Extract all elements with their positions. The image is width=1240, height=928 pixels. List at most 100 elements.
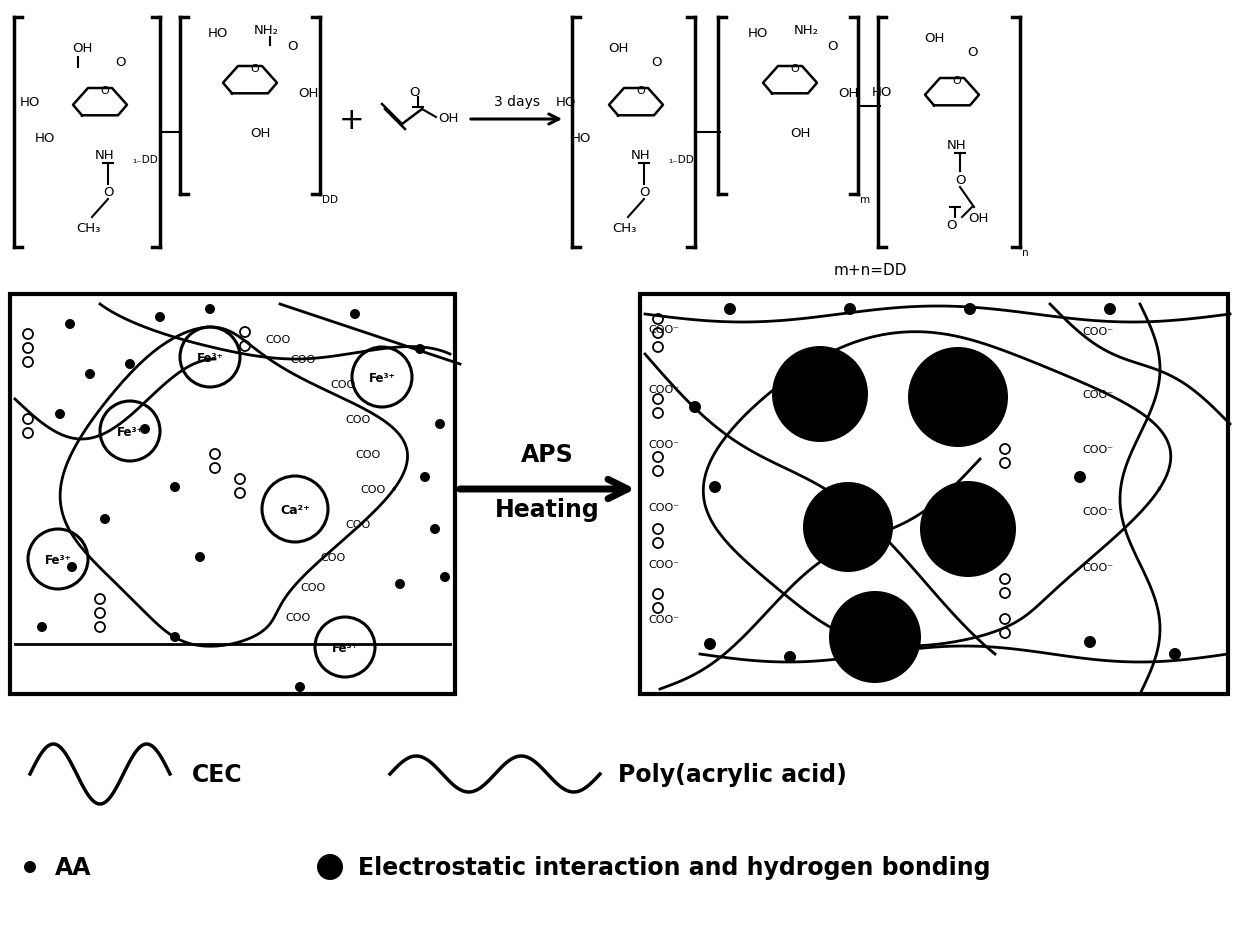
Text: O: O [100,86,109,96]
Text: O: O [250,64,259,74]
Circle shape [317,854,343,880]
Text: O: O [286,40,298,53]
Text: O: O [636,86,645,96]
Text: Fe³⁺: Fe³⁺ [45,553,72,566]
Text: OH: OH [608,42,629,55]
Circle shape [55,409,64,419]
Text: COO⁻: COO⁻ [1083,507,1114,517]
Circle shape [1104,303,1116,316]
Text: NH₂: NH₂ [794,23,818,36]
Circle shape [295,682,305,692]
Text: COO⁻: COO⁻ [1083,445,1114,455]
Circle shape [1074,471,1086,483]
Circle shape [86,369,95,380]
Circle shape [205,304,215,315]
Text: COO⁻: COO⁻ [649,325,680,335]
Text: CH₃: CH₃ [76,221,100,234]
Text: COO: COO [285,612,310,623]
Circle shape [704,638,715,651]
Text: COO⁻: COO⁻ [1083,562,1114,573]
Text: COO⁻: COO⁻ [1083,390,1114,400]
Text: AA: AA [55,855,92,879]
Text: NH: NH [95,148,115,161]
Text: COO: COO [290,354,315,365]
Text: COO: COO [300,583,325,592]
Bar [640,295,1228,694]
Circle shape [724,303,737,316]
Text: HO: HO [748,27,769,40]
Circle shape [170,632,180,642]
Text: O: O [952,76,961,86]
Text: HO: HO [556,96,577,109]
Text: COO: COO [265,335,290,344]
Text: HO: HO [208,27,228,40]
Text: OH: OH [967,212,988,225]
Text: COO⁻: COO⁻ [649,560,680,570]
Text: COO: COO [330,380,355,390]
Text: HO: HO [35,132,55,145]
Text: OH: OH [438,111,459,124]
Text: O: O [103,186,113,199]
Text: COO: COO [345,520,371,530]
Text: Fe³⁺: Fe³⁺ [117,425,144,438]
Text: Poly(acrylic acid): Poly(acrylic acid) [618,762,847,786]
Text: Fe³⁺: Fe³⁺ [197,351,223,364]
Circle shape [420,472,430,483]
Circle shape [773,347,868,443]
Text: COO⁻: COO⁻ [649,440,680,449]
Circle shape [155,313,165,323]
Text: +: + [340,106,365,135]
Text: O: O [827,40,837,53]
Text: HO: HO [570,132,591,145]
Circle shape [100,514,110,524]
Text: O: O [955,174,965,187]
Text: Ca²⁺: Ca²⁺ [280,503,310,516]
Circle shape [396,579,405,589]
Circle shape [140,424,150,434]
Circle shape [170,483,180,493]
Circle shape [844,303,856,316]
Circle shape [195,552,205,562]
Text: Fe³⁺: Fe³⁺ [368,371,396,384]
Text: O: O [115,56,125,69]
Circle shape [350,310,360,319]
Text: COO⁻: COO⁻ [649,614,680,625]
Circle shape [804,483,893,573]
Text: APS: APS [521,443,574,467]
Text: O: O [639,186,650,199]
Circle shape [37,623,47,632]
Circle shape [830,591,921,683]
Text: OH: OH [838,86,858,99]
Text: Electrostatic interaction and hydrogen bonding: Electrostatic interaction and hydrogen b… [358,855,991,879]
Text: DD: DD [322,195,339,205]
Text: O: O [409,85,420,98]
Text: O: O [946,218,957,231]
Text: O: O [790,64,799,74]
Circle shape [689,402,701,414]
Circle shape [784,651,796,664]
Text: 3 days: 3 days [494,95,539,109]
Text: CEC: CEC [192,762,243,786]
Text: m: m [861,195,870,205]
Circle shape [709,482,720,494]
Circle shape [415,344,425,354]
Circle shape [24,861,36,873]
Circle shape [125,360,135,369]
Text: ₁₋DD: ₁₋DD [131,155,157,165]
Text: COO: COO [355,449,381,459]
Text: CH₃: CH₃ [611,221,636,234]
Text: OH: OH [790,126,810,139]
Text: COO: COO [320,552,345,562]
Bar [10,295,455,694]
Text: COO⁻: COO⁻ [649,502,680,512]
Circle shape [67,562,77,573]
Text: NH: NH [947,138,967,151]
Text: O: O [651,56,661,69]
Text: COO: COO [345,415,371,424]
Text: HO: HO [20,96,40,109]
Text: Heating: Heating [495,497,600,522]
Circle shape [1169,649,1180,661]
Circle shape [1084,637,1096,649]
Circle shape [440,573,450,583]
Text: O: O [967,45,977,58]
